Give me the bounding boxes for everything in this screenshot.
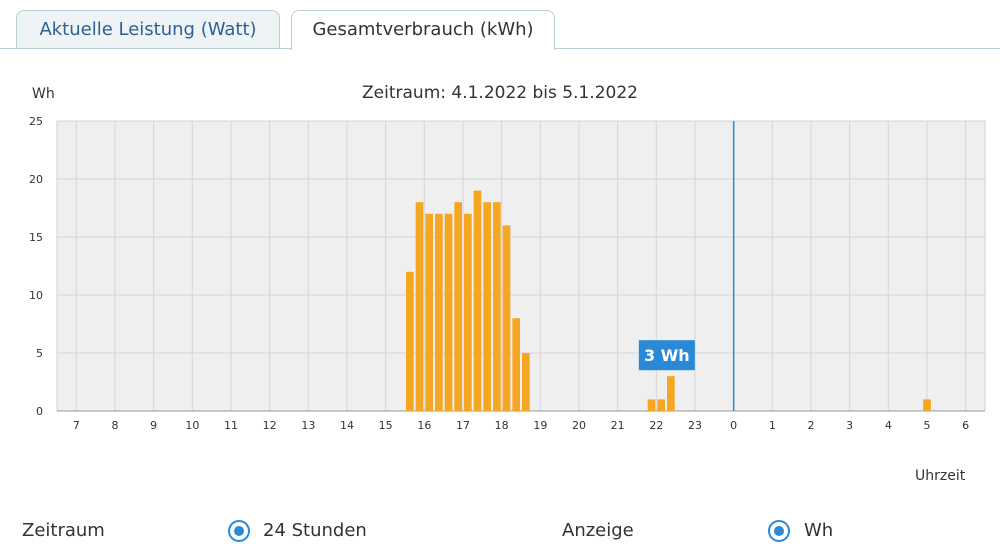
bar xyxy=(415,202,424,411)
x-tick-label: 10 xyxy=(185,419,199,432)
period-radio[interactable] xyxy=(228,520,250,542)
bar xyxy=(667,376,675,411)
y-axis-label: Wh xyxy=(32,86,55,102)
y-tick-label: 25 xyxy=(29,115,43,128)
display-radio[interactable] xyxy=(768,520,790,542)
x-tick-label: 1 xyxy=(769,419,776,432)
plot-area xyxy=(56,120,986,412)
tab-total-consumption[interactable]: Gesamtverbrauch (kWh) xyxy=(291,10,555,50)
x-tick-label: 12 xyxy=(263,419,277,432)
tab-current-power[interactable]: Aktuelle Leistung (Watt) xyxy=(16,10,280,48)
x-tick-label: 11 xyxy=(224,419,238,432)
bar xyxy=(473,190,482,411)
x-tick-label: 5 xyxy=(924,419,931,432)
y-tick-label: 15 xyxy=(29,231,43,244)
bar xyxy=(512,318,520,411)
tooltip-box xyxy=(638,340,695,371)
y-tick-label: 5 xyxy=(36,347,43,360)
x-tick-label: 22 xyxy=(649,419,663,432)
x-tick-label: 13 xyxy=(301,419,315,432)
x-tick-label: 7 xyxy=(73,419,80,432)
display-label: Anzeige xyxy=(562,520,634,541)
bar xyxy=(483,202,491,411)
x-tick-label: 20 xyxy=(572,419,586,432)
bar xyxy=(657,399,665,411)
bar xyxy=(522,353,530,411)
x-tick-label: 4 xyxy=(885,419,892,432)
x-tick-label: 8 xyxy=(112,419,119,432)
x-tick-label: 21 xyxy=(611,419,625,432)
bar xyxy=(435,213,443,411)
x-tick-label: 2 xyxy=(808,419,815,432)
x-tick-label: 3 xyxy=(846,419,853,432)
bar xyxy=(454,202,462,411)
tab-bar: Aktuelle Leistung (Watt) Gesamtverbrauch… xyxy=(0,0,1000,50)
period-option-label[interactable]: 24 Stunden xyxy=(263,520,367,541)
chart-title: Zeitraum: 4.1.2022 bis 5.1.2022 xyxy=(362,83,638,103)
x-tick-label: 18 xyxy=(495,419,509,432)
x-tick-label: 17 xyxy=(456,419,470,432)
x-tick-label: 14 xyxy=(340,419,354,432)
bar xyxy=(647,399,656,411)
x-tick-label: 23 xyxy=(688,419,702,432)
tooltip-label: 3 Wh xyxy=(644,346,690,365)
period-label: Zeitraum xyxy=(22,520,105,541)
y-tick-label: 0 xyxy=(36,405,43,418)
x-tick-label: 9 xyxy=(150,419,157,432)
bar xyxy=(464,213,472,411)
x-tick-label: 15 xyxy=(379,419,393,432)
x-tick-label: 6 xyxy=(962,419,969,432)
bar xyxy=(444,213,453,411)
x-tick-label: 19 xyxy=(533,419,547,432)
x-tick-label: 0 xyxy=(730,419,737,432)
y-tick-label: 10 xyxy=(29,289,43,302)
x-axis-label: Uhrzeit xyxy=(915,468,966,484)
bar xyxy=(502,225,511,411)
bar xyxy=(425,213,433,411)
bar xyxy=(493,202,501,411)
x-tick-label: 16 xyxy=(417,419,431,432)
bar xyxy=(406,271,414,411)
y-tick-label: 20 xyxy=(29,173,43,186)
display-option-label[interactable]: Wh xyxy=(804,520,834,541)
bar xyxy=(923,399,931,411)
